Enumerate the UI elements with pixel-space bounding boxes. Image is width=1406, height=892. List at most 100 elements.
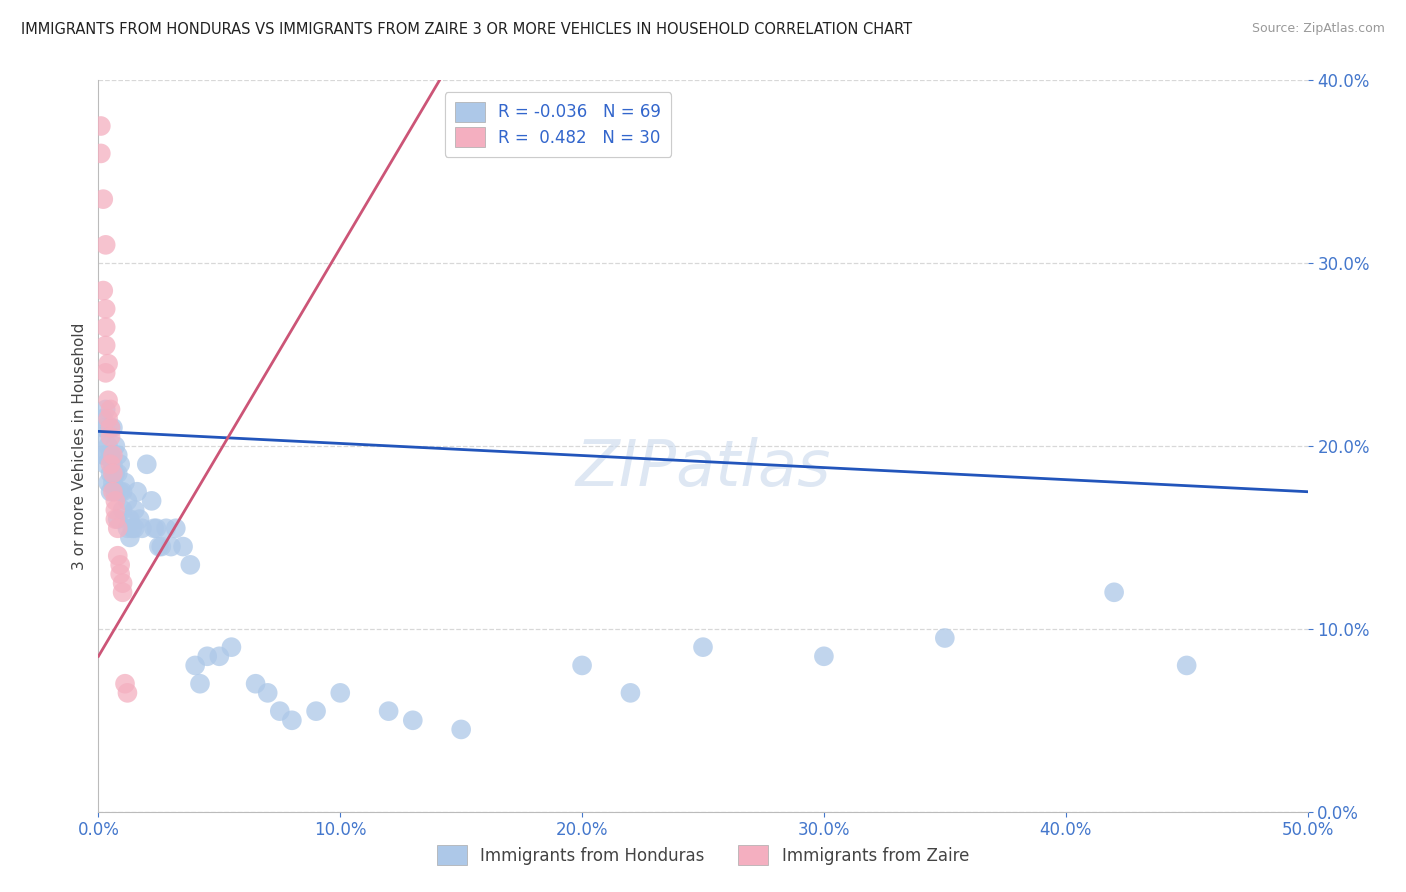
Point [100, 421, 122, 435]
Point [813, 649, 835, 664]
Text: Source: ZipAtlas.com: Source: ZipAtlas.com [1251, 22, 1385, 36]
Point [111, 585, 134, 599]
Point [184, 658, 207, 673]
Point [402, 714, 425, 728]
Point [104, 439, 127, 453]
Point [101, 421, 124, 435]
Point [111, 503, 134, 517]
Point [100, 430, 122, 444]
Point [208, 649, 231, 664]
Point [118, 512, 141, 526]
Point [141, 494, 163, 508]
Y-axis label: 3 or more Vehicles in Household: 3 or more Vehicles in Household [72, 322, 87, 570]
Point [94, 320, 117, 334]
Point [127, 484, 149, 499]
Point [329, 686, 352, 700]
Point [148, 540, 170, 554]
Point [101, 457, 124, 471]
Point [117, 686, 139, 700]
Text: IMMIGRANTS FROM HONDURAS VS IMMIGRANTS FROM ZAIRE 3 OR MORE VEHICLES IN HOUSEHOL: IMMIGRANTS FROM HONDURAS VS IMMIGRANTS F… [21, 22, 912, 37]
Point [195, 649, 218, 664]
Point [377, 704, 399, 718]
Point [94, 238, 117, 252]
Point [100, 402, 122, 417]
Point [108, 457, 131, 471]
Point [94, 448, 117, 462]
Point [100, 457, 122, 471]
Point [117, 494, 139, 508]
Point [571, 658, 593, 673]
Point [114, 676, 136, 690]
Point [104, 467, 127, 481]
Point [256, 686, 278, 700]
Point [143, 521, 166, 535]
Point [165, 521, 187, 535]
Legend: Immigrants from Honduras, Immigrants from Zaire: Immigrants from Honduras, Immigrants fro… [427, 836, 979, 875]
Point [1175, 658, 1198, 673]
Point [108, 484, 131, 499]
Point [179, 558, 201, 572]
Point [90, 146, 112, 161]
Point [128, 512, 150, 526]
Point [155, 521, 177, 535]
Point [90, 119, 112, 133]
Point [94, 301, 117, 316]
Point [1102, 585, 1125, 599]
Point [94, 402, 117, 417]
Point [101, 448, 124, 462]
Point [269, 704, 291, 718]
Point [107, 549, 129, 563]
Point [101, 484, 124, 499]
Point [135, 457, 157, 471]
Point [97, 475, 120, 490]
Point [91, 411, 114, 425]
Point [91, 421, 114, 435]
Point [94, 457, 117, 471]
Point [91, 192, 114, 206]
Point [91, 448, 114, 462]
Point [121, 521, 143, 535]
Point [100, 448, 122, 462]
Point [124, 503, 146, 517]
Point [108, 567, 131, 582]
Point [118, 530, 141, 544]
Point [94, 338, 117, 352]
Point [97, 393, 120, 408]
Point [107, 448, 129, 462]
Point [160, 540, 183, 554]
Point [131, 521, 153, 535]
Point [97, 357, 120, 371]
Text: ZIPatlas: ZIPatlas [575, 437, 831, 499]
Point [101, 475, 124, 490]
Point [245, 676, 267, 690]
Point [101, 467, 124, 481]
Point [94, 366, 117, 380]
Point [619, 686, 641, 700]
Point [450, 723, 472, 737]
Point [107, 521, 129, 535]
Point [107, 512, 129, 526]
Point [145, 521, 167, 535]
Point [104, 512, 127, 526]
Point [934, 631, 956, 645]
Point [692, 640, 714, 655]
Point [107, 467, 129, 481]
Point [111, 484, 134, 499]
Point [104, 494, 127, 508]
Point [305, 704, 328, 718]
Point [281, 714, 304, 728]
Point [100, 421, 122, 435]
Point [100, 484, 122, 499]
Point [117, 521, 139, 535]
Point [124, 521, 146, 535]
Point [91, 284, 114, 298]
Point [104, 484, 127, 499]
Point [90, 430, 112, 444]
Point [108, 558, 131, 572]
Point [114, 475, 136, 490]
Legend: R = -0.036   N = 69, R =  0.482   N = 30: R = -0.036 N = 69, R = 0.482 N = 30 [444, 92, 671, 157]
Point [97, 439, 120, 453]
Point [150, 540, 173, 554]
Point [172, 540, 194, 554]
Point [104, 503, 127, 517]
